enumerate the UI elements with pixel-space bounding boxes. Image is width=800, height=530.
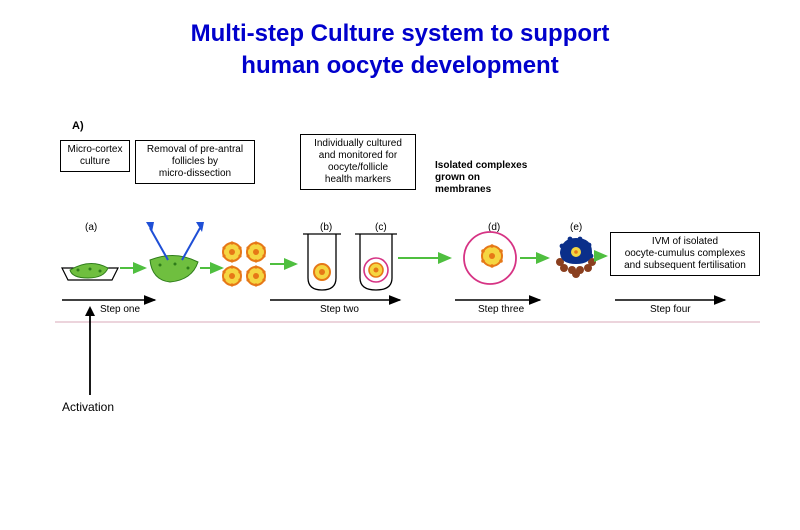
complex-d-icon [464,232,516,284]
dish-a-icon [62,263,118,280]
complex-e-icon [556,237,596,278]
follicles-grid-icon [222,241,265,286]
tube-b-icon [303,234,341,290]
microdissection-icon [146,222,204,282]
diagram-svg [0,0,800,530]
tube-c-icon [355,234,397,290]
